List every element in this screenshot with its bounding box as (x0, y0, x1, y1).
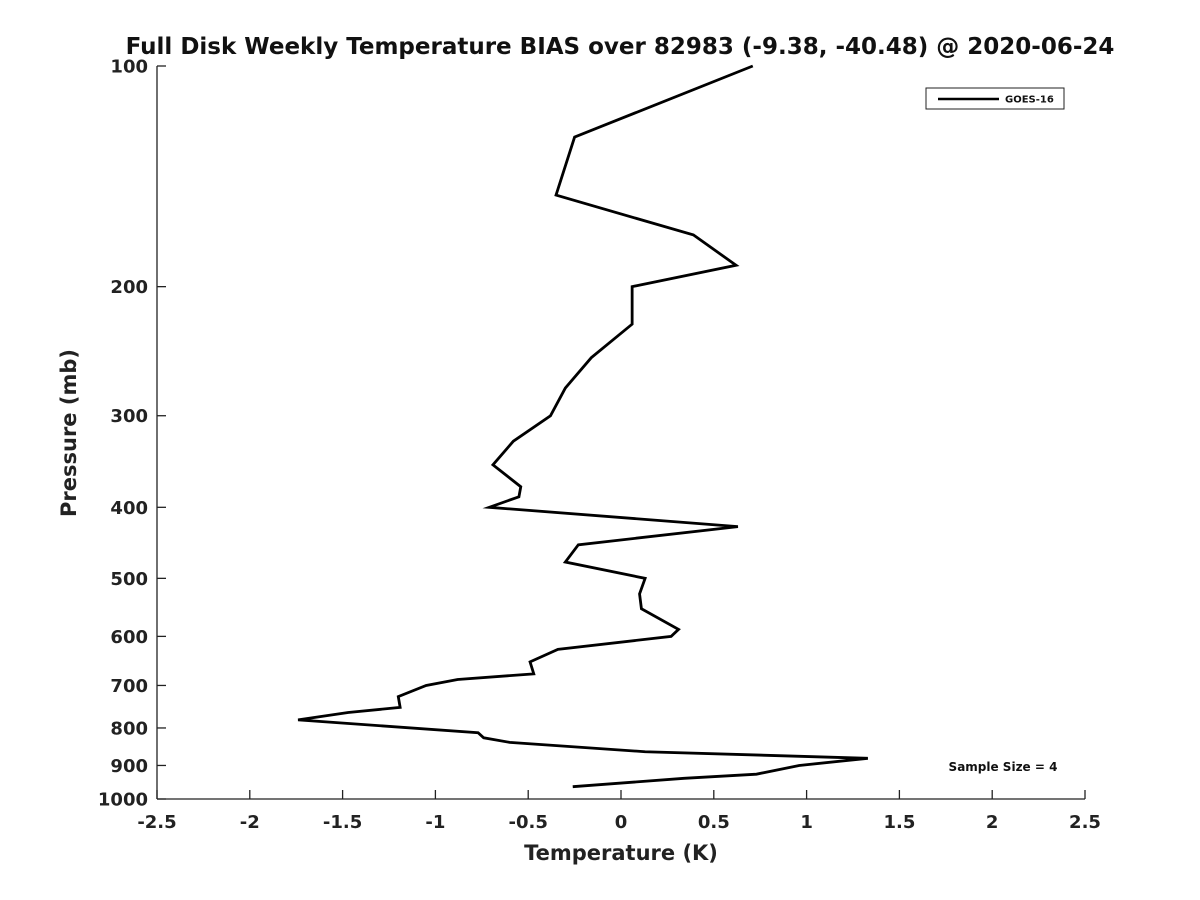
y-tick-label: 200 (110, 277, 148, 298)
legend: GOES-16 (925, 87, 1065, 110)
y-tick-label: 500 (110, 569, 148, 590)
y-tick-label: 400 (110, 498, 148, 519)
y-tick-label: 600 (110, 627, 148, 648)
x-tick-label: 0.5 (698, 812, 730, 833)
y-tick-label: 800 (110, 718, 148, 739)
series-layer (297, 64, 868, 789)
y-tick-label: 900 (110, 756, 148, 777)
sample-size-annotation: Sample Size = 4 (949, 760, 1058, 774)
y-tick-label: 700 (110, 676, 148, 697)
x-tick-label: -1 (425, 812, 445, 833)
legend-label-goes-16: GOES-16 (1005, 95, 1054, 106)
x-tick-label: -2.5 (137, 812, 176, 833)
y-tick-label: 300 (110, 406, 148, 427)
x-tick-label: -1.5 (323, 812, 362, 833)
x-tick-label: 2.5 (1069, 812, 1101, 833)
chart-title: Full Disk Weekly Temperature BIAS over 8… (126, 34, 1115, 60)
x-tick-label: -0.5 (509, 812, 548, 833)
x-axis-ticks: -2.5 -2 -1.5 -1 -0.5 0 0.5 1 1.5 2 2.5 (137, 790, 1101, 833)
y-axis-label: Pressure (mb) (57, 349, 81, 517)
series-line-goes-16 (297, 64, 868, 789)
x-tick-label: -2 (240, 812, 260, 833)
x-tick-label: 2 (986, 812, 999, 833)
x-axis-label: Temperature (K) (524, 841, 718, 865)
y-tick-label: 100 (110, 57, 148, 78)
plot-frame (156, 66, 1085, 800)
x-tick-label: 0 (615, 812, 628, 833)
y-tick-label: 1000 (98, 790, 148, 811)
y-axis-ticks: 100 200 300 400 500 600 700 800 900 1000 (98, 57, 166, 811)
x-tick-label: 1 (800, 812, 813, 833)
x-tick-label: 1.5 (883, 812, 915, 833)
